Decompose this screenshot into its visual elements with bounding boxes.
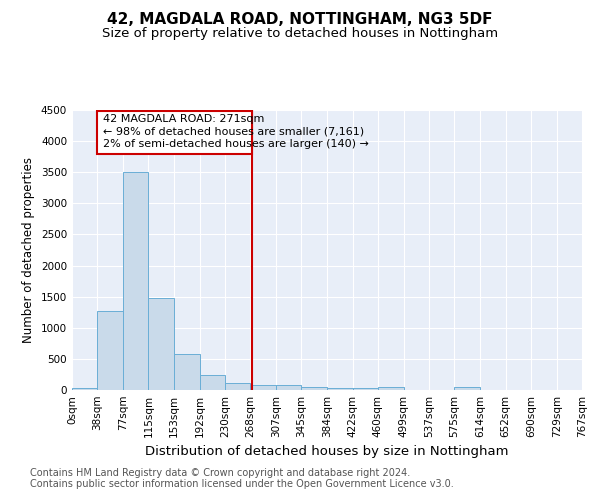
Bar	[72, 388, 97, 390]
Bar	[276, 385, 301, 390]
FancyBboxPatch shape	[97, 111, 252, 154]
Bar	[148, 298, 174, 390]
X-axis label: Distribution of detached houses by size in Nottingham: Distribution of detached houses by size …	[145, 446, 509, 458]
Bar	[200, 375, 225, 390]
Bar	[225, 383, 250, 390]
Bar	[301, 386, 328, 390]
Bar	[454, 386, 480, 390]
Text: 42 MAGDALA ROAD: 271sqm: 42 MAGDALA ROAD: 271sqm	[103, 114, 264, 124]
Text: ← 98% of detached houses are smaller (7,161): ← 98% of detached houses are smaller (7,…	[103, 127, 364, 137]
Y-axis label: Number of detached properties: Number of detached properties	[22, 157, 35, 343]
Bar	[174, 354, 200, 390]
Bar	[250, 386, 276, 390]
Bar	[123, 172, 148, 390]
Text: Contains HM Land Registry data © Crown copyright and database right 2024.: Contains HM Land Registry data © Crown c…	[30, 468, 410, 477]
Bar	[328, 388, 353, 390]
Text: Size of property relative to detached houses in Nottingham: Size of property relative to detached ho…	[102, 28, 498, 40]
Text: 42, MAGDALA ROAD, NOTTINGHAM, NG3 5DF: 42, MAGDALA ROAD, NOTTINGHAM, NG3 5DF	[107, 12, 493, 28]
Bar	[353, 388, 378, 390]
Bar	[97, 311, 123, 390]
Text: Contains public sector information licensed under the Open Government Licence v3: Contains public sector information licen…	[30, 479, 454, 489]
Text: 2% of semi-detached houses are larger (140) →: 2% of semi-detached houses are larger (1…	[103, 138, 368, 148]
Bar	[378, 387, 404, 390]
